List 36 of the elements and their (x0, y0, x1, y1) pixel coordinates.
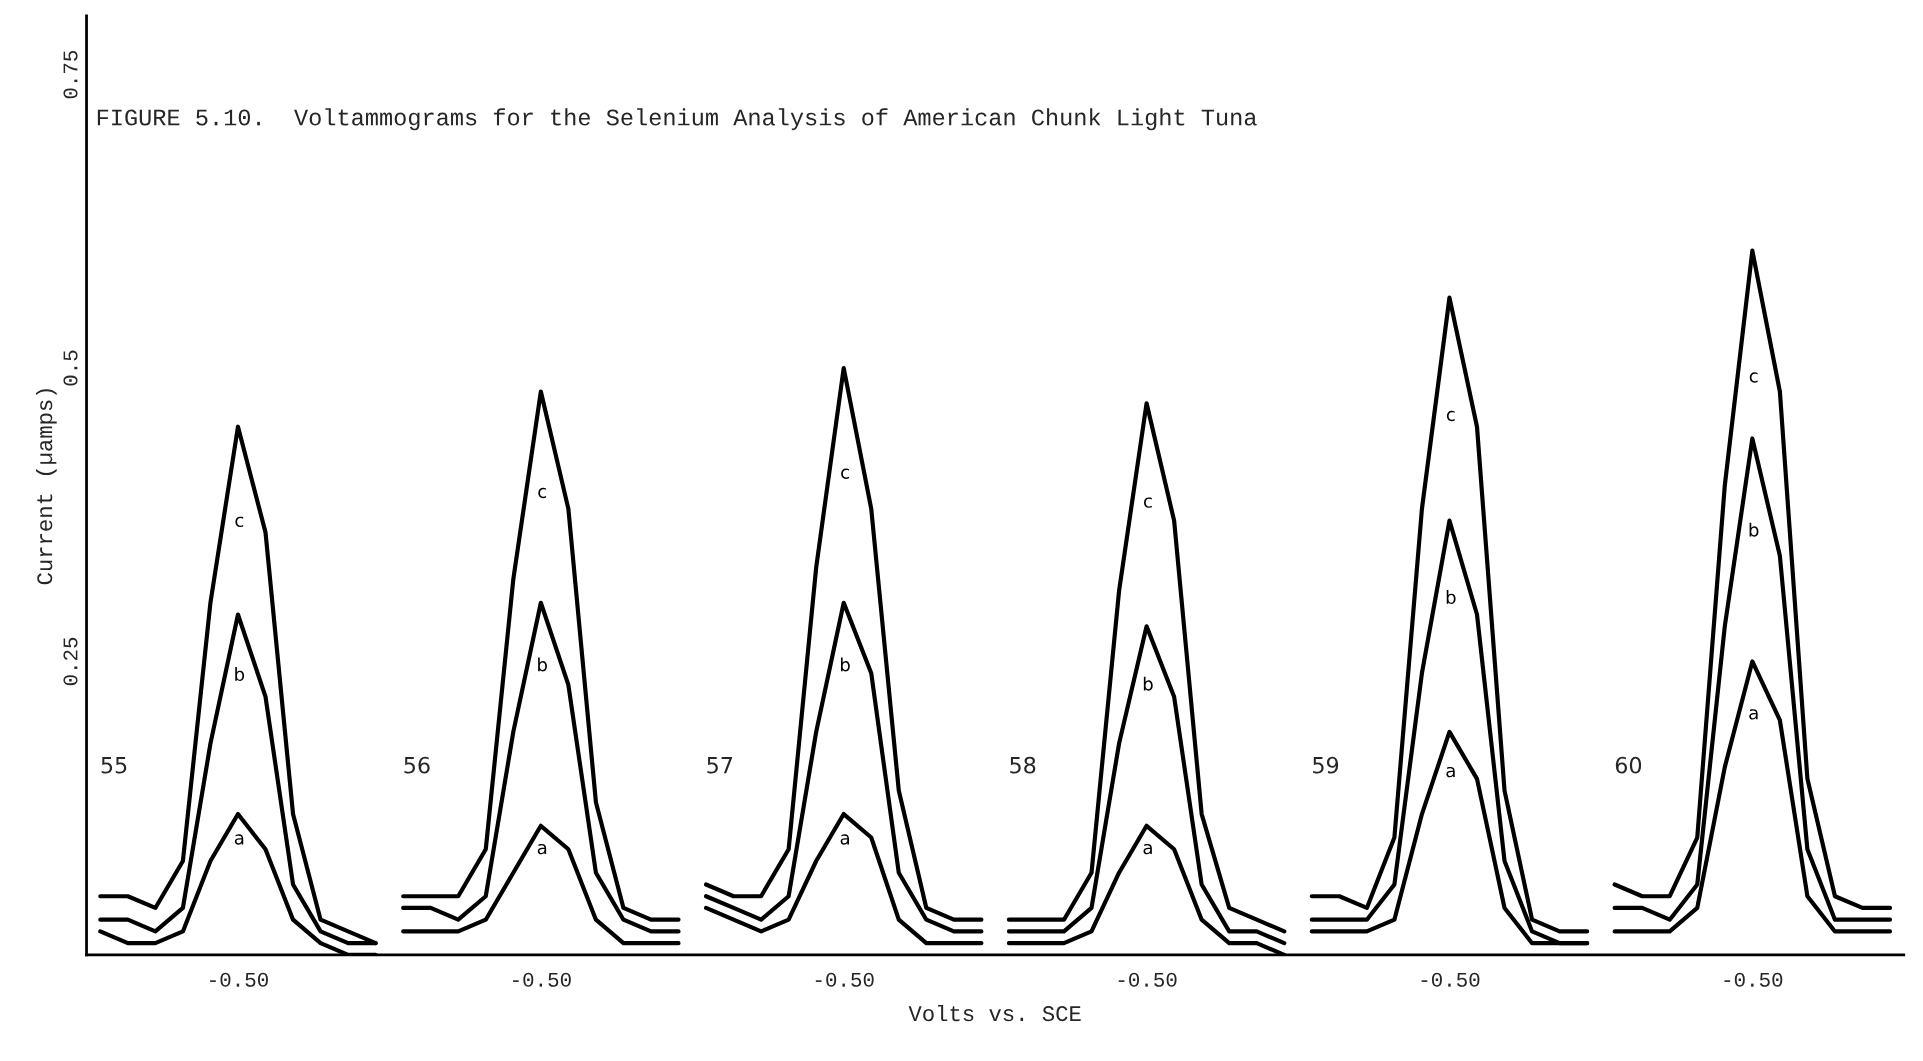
series-label: a (1749, 709, 1758, 720)
series-label: b (841, 657, 850, 672)
series-label: c (1144, 497, 1152, 508)
x-tick-label: -0.50 (1421, 972, 1480, 987)
series-label: c (235, 516, 244, 528)
series-label: b (538, 657, 547, 672)
series-label: a (234, 834, 244, 845)
annotation: 55 (101, 757, 127, 774)
x-tick-label: -0.50 (1724, 972, 1783, 987)
series-label: c (1446, 410, 1455, 422)
x-tick-label: -0.50 (210, 972, 268, 987)
series-label: a (840, 834, 849, 845)
series-label: b (1143, 676, 1153, 691)
series-label: b (235, 667, 245, 682)
series-label: b (1749, 522, 1759, 537)
series-label: a (537, 843, 547, 855)
series-label: a (1143, 843, 1152, 855)
annotation: 58 (1010, 756, 1036, 774)
y-axis-title: Current (µamps) (35, 389, 57, 585)
x-tick-label: -0.50 (512, 972, 571, 987)
series-label: c (1749, 372, 1758, 383)
series-label: a (1446, 766, 1455, 778)
text: FIGURE 5.10. Voltammograms for the Selenium Analysis of American Chunk Light Tuna (97, 108, 1257, 131)
annotation: 56 (404, 756, 430, 774)
x-tick-label: -0.50 (815, 972, 874, 987)
series-label: b (1446, 590, 1456, 605)
x-tick-label: -0.50 (1118, 972, 1177, 987)
annotation: 59 (1313, 756, 1339, 774)
series-label: c (841, 468, 849, 479)
y-tick-label: 0.5 (63, 350, 78, 386)
annotation: 57 (707, 757, 733, 774)
y-tick-label: 0.75 (63, 50, 78, 99)
series-label: c (538, 487, 547, 499)
annotation: 60 (1615, 756, 1642, 774)
y-tick-label: 0.25 (63, 637, 78, 686)
x-axis-title: Volts vs. SCE (908, 1004, 1081, 1022)
